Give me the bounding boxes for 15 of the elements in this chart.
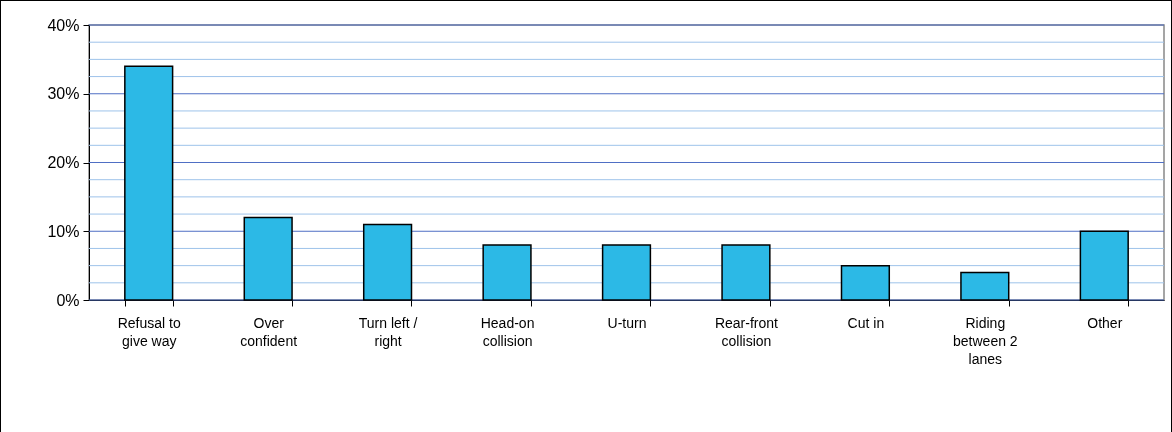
y-tick-label: 30% bbox=[47, 85, 80, 103]
x-tick-label: Other bbox=[1087, 314, 1123, 331]
x-tick-label: U-turn bbox=[607, 314, 647, 331]
bar bbox=[960, 271, 1010, 301]
x-tick-label: Cut in bbox=[847, 314, 885, 331]
x-tick-label: Rear-front collision bbox=[714, 314, 779, 349]
y-tick-label: 20% bbox=[47, 154, 80, 171]
x-tick-label: Turn left / right bbox=[358, 314, 418, 349]
x-tick-label: Refusal to give way bbox=[117, 314, 181, 349]
x-tick-label: Head-on collision bbox=[480, 314, 535, 349]
y-tick-label: 40% bbox=[47, 16, 80, 34]
x-tick-label: Over confident bbox=[240, 314, 298, 349]
y-tick-label: 10% bbox=[47, 222, 80, 240]
y-tick-label: 0% bbox=[56, 291, 80, 309]
x-tick-label: Riding between 2 lanes bbox=[953, 314, 1018, 367]
